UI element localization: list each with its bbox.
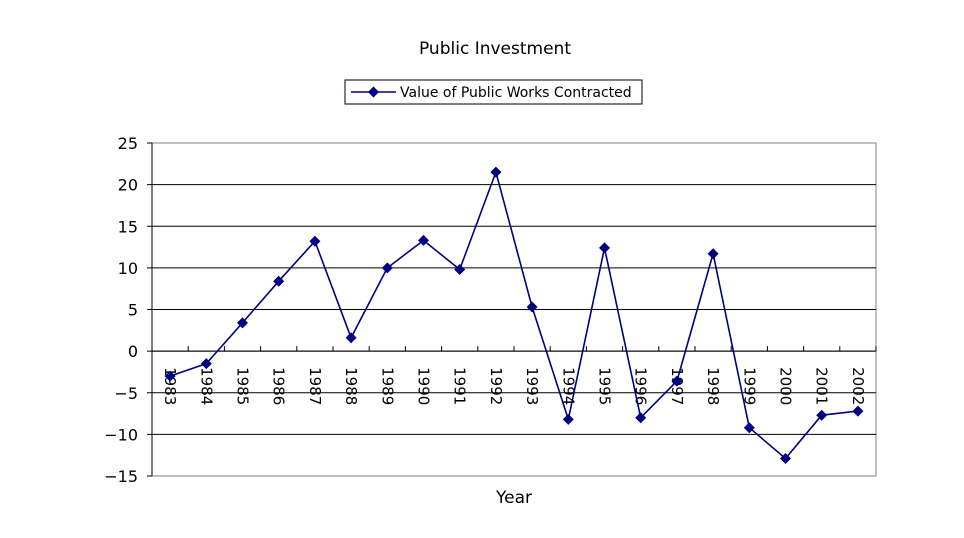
x-tick-label: 1999: [740, 367, 758, 405]
x-tick-label: 1984: [197, 367, 215, 405]
y-axis: 25 20 15 10 5 0 −5 −10 −15: [104, 134, 153, 486]
y-tick-label: 20: [118, 176, 138, 195]
data-point: [562, 413, 574, 425]
legend: Value of Public Works Contracted: [344, 79, 643, 105]
y-tick-label: 10: [118, 259, 138, 278]
data-point: [454, 264, 466, 276]
x-axis-label: Year: [495, 488, 532, 508]
x-tick-label: 1987: [306, 367, 324, 405]
series-value-of-public-works-contracted: [164, 166, 864, 465]
data-point: [526, 301, 538, 313]
data-point: [237, 317, 248, 329]
legend-label: Value of Public Works Contracted: [400, 85, 632, 101]
data-point: [309, 235, 321, 247]
data-point: [707, 248, 719, 260]
y-tick-label: 0: [128, 342, 138, 361]
x-tick-label: 2002: [849, 367, 867, 405]
x-tick-label: 1989: [378, 367, 396, 405]
x-tick-label: 2000: [777, 367, 795, 405]
y-tick-label: −15: [104, 467, 138, 486]
x-tick-label: 1988: [342, 367, 360, 405]
y-tick-label: 5: [128, 301, 138, 320]
y-tick-label: 25: [118, 134, 138, 153]
x-tick-label: 1998: [704, 367, 722, 405]
y-tick-label: 15: [118, 217, 138, 236]
y-tick-label: −5: [114, 384, 138, 403]
x-tick-label: 2001: [813, 367, 831, 405]
data-point: [743, 422, 755, 434]
data-point: [852, 405, 864, 417]
data-point: [164, 370, 176, 382]
data-point: [780, 453, 791, 465]
data-point: [635, 412, 647, 424]
data-point: [273, 275, 285, 287]
data-point: [816, 409, 828, 421]
series-line: [169, 171, 858, 460]
x-tick-label: 1993: [523, 367, 541, 405]
x-axis: 1983 1984 1985 1986 1987 1988 1989 1990 1991 1992…: [151, 346, 877, 405]
data-point: [599, 242, 610, 254]
x-tick-label: 1995: [596, 367, 614, 405]
x-tick-label: 1986: [270, 367, 288, 405]
x-tick-label: 1991: [451, 367, 469, 405]
data-point: [381, 262, 393, 274]
data-point: [418, 234, 429, 246]
legend-marker-icon: [368, 86, 379, 98]
data-point: [345, 332, 357, 344]
y-tick-label: −10: [104, 425, 138, 444]
data-point: [671, 375, 683, 387]
x-tick-label: 1985: [234, 367, 252, 405]
x-tick-label: 1992: [487, 367, 505, 405]
data-point: [490, 166, 502, 178]
data-point: [200, 358, 212, 370]
chart-title: Public Investment: [419, 39, 571, 59]
gridlines: [152, 184, 876, 435]
x-tick-label: 1990: [415, 367, 433, 405]
